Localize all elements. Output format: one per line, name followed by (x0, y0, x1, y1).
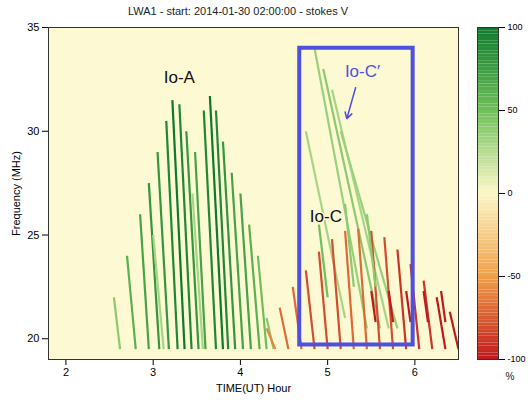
svg-text:Io-C: Io-C (310, 207, 342, 226)
svg-text:Io-A: Io-A (164, 68, 196, 87)
svg-text:5: 5 (325, 366, 331, 378)
svg-text:Io-C′: Io-C′ (345, 62, 380, 81)
svg-text:100: 100 (508, 22, 523, 32)
svg-text:30: 30 (27, 125, 39, 137)
svg-text:20: 20 (27, 332, 39, 344)
svg-text:50: 50 (508, 105, 518, 115)
svg-text:TIME(UT) Hour: TIME(UT) Hour (216, 382, 292, 394)
svg-text:%: % (506, 371, 515, 382)
svg-text:0: 0 (508, 188, 513, 198)
html-text:LWA1 - start: 2014-01-30 02:00: LWA1 - start: 2014-01-30 02:00:00 - stok… (127, 5, 349, 17)
svg-text:4: 4 (237, 366, 243, 378)
svg-text:6: 6 (412, 366, 418, 378)
svg-text:2: 2 (63, 366, 69, 378)
svg-text:-100: -100 (508, 354, 526, 364)
svg-text:25: 25 (27, 229, 39, 241)
svg-text:35: 35 (27, 21, 39, 33)
svg-text:3: 3 (150, 366, 156, 378)
svg-text:Frequency (MHz): Frequency (MHz) (10, 151, 22, 236)
svg-text:-50: -50 (508, 271, 521, 281)
